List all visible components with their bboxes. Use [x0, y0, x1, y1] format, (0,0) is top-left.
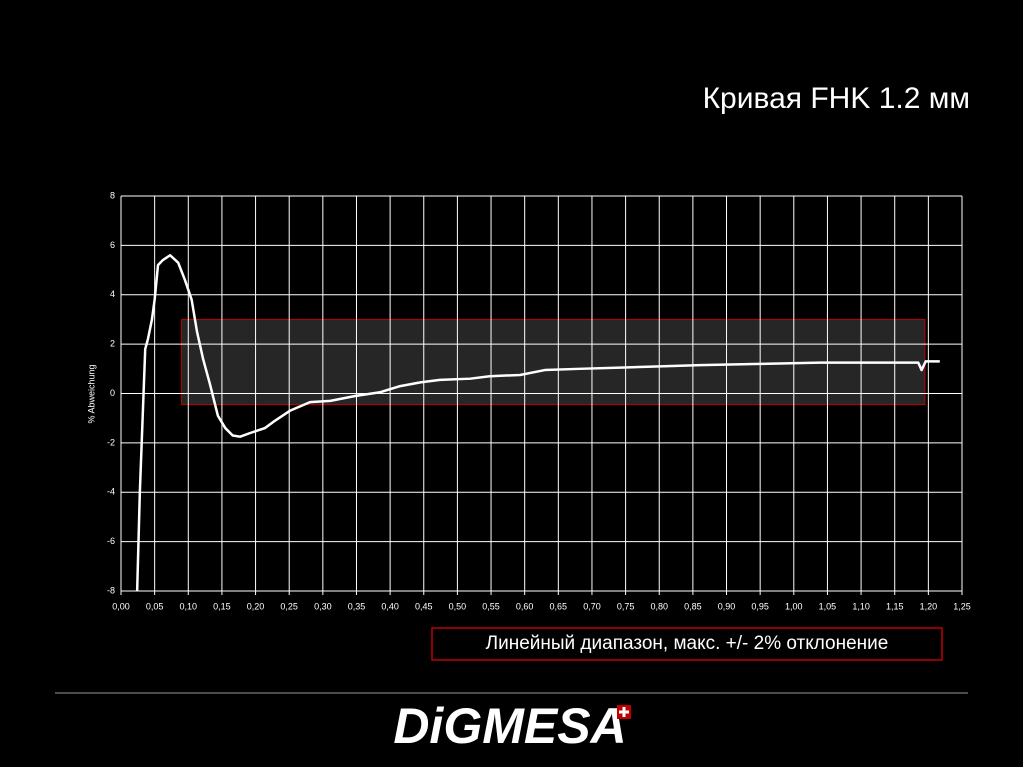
y-tick-label: 6 [110, 240, 115, 250]
y-axis-label: % Abweichung [86, 364, 96, 423]
x-tick-label: 0,85 [684, 601, 702, 611]
x-tick-label: 1,15 [886, 601, 904, 611]
x-tick-label: 0,70 [583, 601, 601, 611]
x-tick-label: 0,00 [112, 601, 130, 611]
y-tick-label: 4 [110, 289, 115, 299]
x-tick-label: 1,05 [819, 601, 837, 611]
x-tick-label: 0,15 [213, 601, 231, 611]
x-tick-label: 0,40 [381, 601, 399, 611]
y-tick-label: -2 [107, 437, 115, 447]
y-tick-label: -8 [107, 585, 115, 595]
x-tick-label: 1,00 [785, 601, 803, 611]
x-tick-label: 1,25 [953, 601, 971, 611]
logo: DiGMESA [393, 698, 626, 754]
x-tick-label: 0,65 [550, 601, 568, 611]
annotation-box [431, 627, 943, 661]
x-tick-label: 0,90 [718, 601, 736, 611]
x-tick-label: 0,35 [348, 601, 366, 611]
chart-title: Кривая FHK 1.2 мм [703, 82, 970, 115]
logo-cross [617, 705, 631, 719]
data-line [135, 254, 940, 592]
x-tick-label: 0,60 [516, 601, 534, 611]
y-tick-label: 8 [110, 190, 115, 200]
x-tick-label: 0,95 [751, 601, 769, 611]
x-tick-label: 0,75 [617, 601, 635, 611]
y-tick-label: 2 [110, 339, 115, 349]
x-tick-label: 0,05 [146, 601, 164, 611]
y-tick-label: -4 [107, 487, 115, 497]
x-tick-label: 0,45 [415, 601, 433, 611]
x-tick-label: 0,30 [314, 601, 332, 611]
annotation: Линейный диапазон, макс. +/- 2% отклонен… [486, 633, 889, 654]
x-tick-label: 0,50 [449, 601, 467, 611]
x-tick-label: 1,10 [852, 601, 870, 611]
y-tick-label: -6 [107, 536, 115, 546]
x-tick-label: 0,10 [180, 601, 198, 611]
y-tick-label: 0 [110, 388, 115, 398]
x-tick-label: 0,25 [280, 601, 298, 611]
x-tick-label: 1,20 [920, 601, 938, 611]
x-tick-label: 0,80 [650, 601, 668, 611]
x-tick-label: 0,55 [482, 601, 500, 611]
x-tick-label: 0,20 [247, 601, 265, 611]
